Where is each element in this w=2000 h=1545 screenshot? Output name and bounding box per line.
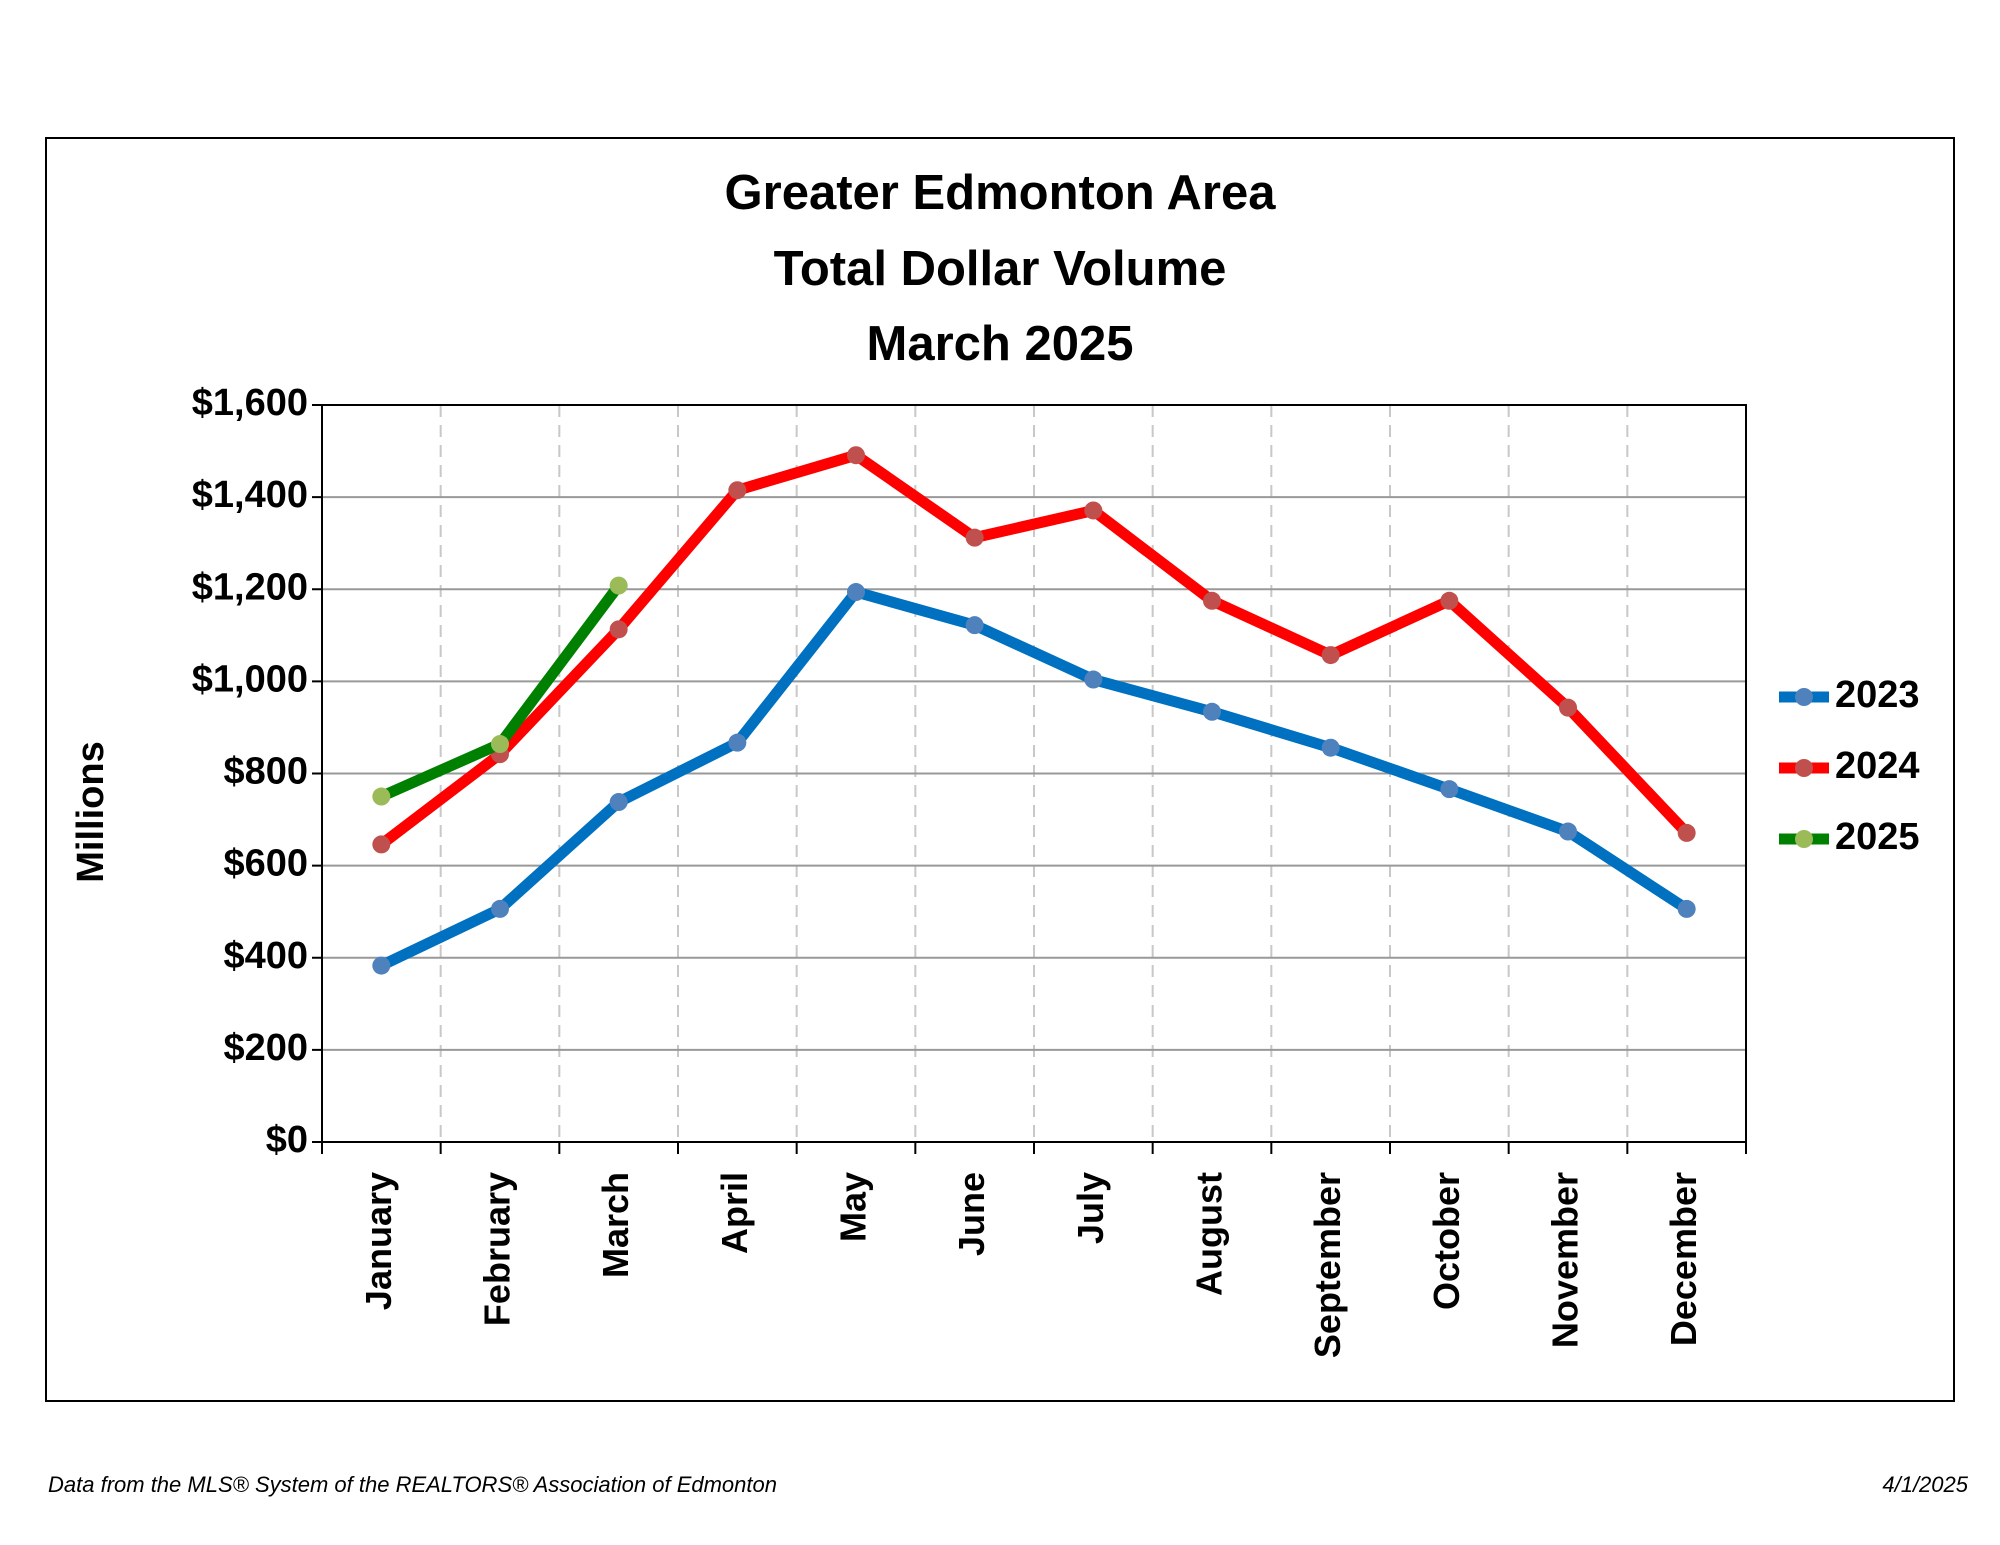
x-tick-label: January	[358, 1172, 399, 1310]
series-marker	[372, 956, 391, 975]
x-tick-label: November	[1545, 1172, 1586, 1348]
series-marker	[372, 835, 391, 854]
legend-marker	[1795, 759, 1813, 777]
chart-title: March 2025	[867, 317, 1134, 371]
legend-label: 2025	[1835, 816, 1920, 858]
x-tick-label: December	[1663, 1172, 1704, 1346]
series-line	[378, 449, 1691, 849]
series-marker	[1321, 738, 1340, 757]
y-tick-label: $1,000	[192, 658, 308, 700]
series-marker	[1203, 702, 1221, 721]
legend-marker	[1795, 830, 1813, 848]
chart-title: Total Dollar Volume	[774, 242, 1227, 296]
y-tick-label: $1,200	[192, 566, 308, 608]
series-marker	[847, 583, 865, 602]
series-marker	[728, 481, 747, 500]
series-marker	[1084, 501, 1103, 520]
y-tick-label: $600	[223, 843, 308, 885]
x-tick-label: July	[1070, 1172, 1111, 1244]
y-tick-label: $800	[223, 751, 308, 793]
series-marker	[1440, 780, 1459, 799]
series-marker	[1321, 646, 1340, 665]
series-marker	[372, 787, 391, 806]
y-axis-label: Millions	[70, 741, 112, 882]
legend-marker	[1795, 688, 1813, 706]
legend-label: 2024	[1835, 745, 1920, 787]
y-tick-label: $0	[266, 1119, 308, 1161]
x-tick-label: June	[951, 1172, 992, 1256]
series-marker	[1677, 899, 1696, 918]
y-tick-label: $1,600	[192, 382, 308, 424]
x-tick-label: February	[477, 1172, 518, 1326]
y-tick-label: $400	[223, 935, 308, 977]
series-marker	[965, 528, 984, 547]
x-tick-label: May	[833, 1172, 874, 1242]
series-marker	[1084, 670, 1103, 689]
series-marker	[1559, 822, 1577, 841]
series-marker	[491, 735, 509, 754]
series-line	[378, 586, 1690, 971]
x-tick-label: September	[1307, 1172, 1348, 1358]
x-tick-label: October	[1426, 1172, 1467, 1310]
y-tick-label: $1,400	[192, 474, 308, 516]
chart-title: Greater Edmonton Area	[725, 166, 1277, 220]
y-tick-label: $200	[223, 1027, 308, 1069]
footer-source: Data from the MLS® System of the REALTOR…	[48, 1472, 777, 1497]
x-tick-label: March	[595, 1172, 636, 1278]
series-marker	[965, 616, 984, 635]
legend-label: 2023	[1835, 674, 1920, 716]
footer-date: 4/1/2025	[1882, 1472, 1968, 1497]
series-marker	[609, 576, 628, 595]
series-marker	[1677, 823, 1696, 842]
series-marker	[847, 446, 865, 465]
series-marker	[1203, 591, 1221, 610]
series-marker	[609, 793, 628, 812]
series-marker	[1440, 591, 1459, 610]
series-marker	[1559, 698, 1577, 717]
series-marker	[491, 899, 509, 918]
x-tick-label: August	[1189, 1172, 1230, 1296]
x-tick-label: April	[714, 1172, 755, 1254]
series-marker	[728, 733, 747, 752]
series-marker	[609, 620, 628, 639]
